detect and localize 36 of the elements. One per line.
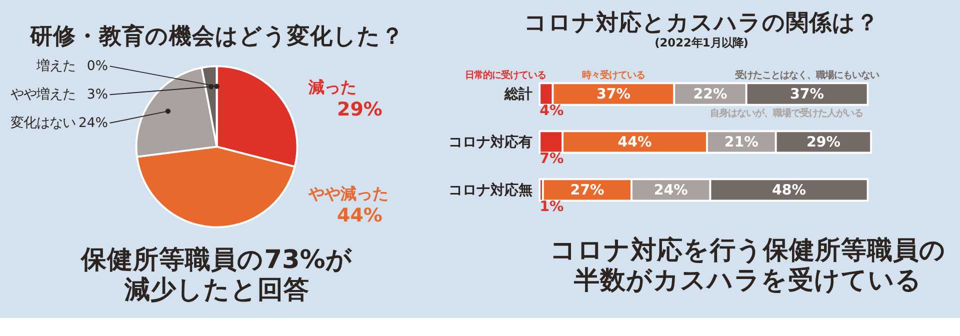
series-label: 日常的に受けている [465, 70, 546, 81]
chart-subtitle: (2022年1月以降) [654, 35, 748, 50]
text: 半数がカスハラを受けている [572, 266, 922, 296]
data-label: 44% [337, 204, 382, 226]
category-label: 増えた [36, 59, 76, 74]
slice-label: やや増えた [10, 86, 76, 102]
data-label: 29% [337, 98, 382, 120]
data-label: 22% [693, 86, 728, 103]
y-tick-label: コロナ対応無 [448, 182, 533, 199]
data-label: 37% [790, 86, 824, 103]
chart-title: コロナ対応とカスハラの関係は？ [524, 9, 880, 36]
data-label: 27% [570, 182, 604, 199]
data-label: 29% [806, 134, 840, 151]
data-label: 37% [596, 86, 630, 103]
series-label: 受けたことはなく、職場にもいない [734, 70, 880, 81]
text: 保健所等職員の73%が [80, 244, 354, 275]
slice-label: 変化はない [10, 114, 76, 131]
data-label: 24% [78, 116, 108, 131]
chart-title: 研修・教育の機会はどう変化した？ [28, 22, 404, 50]
data-label: 7% [540, 150, 564, 167]
data-label: 24% [654, 182, 688, 199]
text: 0% [86, 59, 108, 74]
data-label: 3% [86, 87, 108, 102]
slice-label: やや減った [308, 184, 389, 203]
series-label: 時々受けている [582, 70, 645, 81]
text: コロナ対応を行う保健所等職員の [550, 235, 946, 266]
data-label: 21% [724, 134, 758, 151]
y-tick-label: コロナ対応有 [448, 134, 533, 151]
data-label: 44% [618, 134, 652, 151]
series-label: 自身はないが、職場で受けた人がいる [710, 108, 864, 119]
text: 減少したと回答 [123, 275, 310, 306]
slice-label: 減った [308, 78, 357, 97]
y-tick-label: 総計 [504, 86, 533, 103]
data-label: 48% [772, 182, 806, 199]
data-label: 1% [540, 198, 564, 215]
data-label: 4% [540, 102, 564, 119]
